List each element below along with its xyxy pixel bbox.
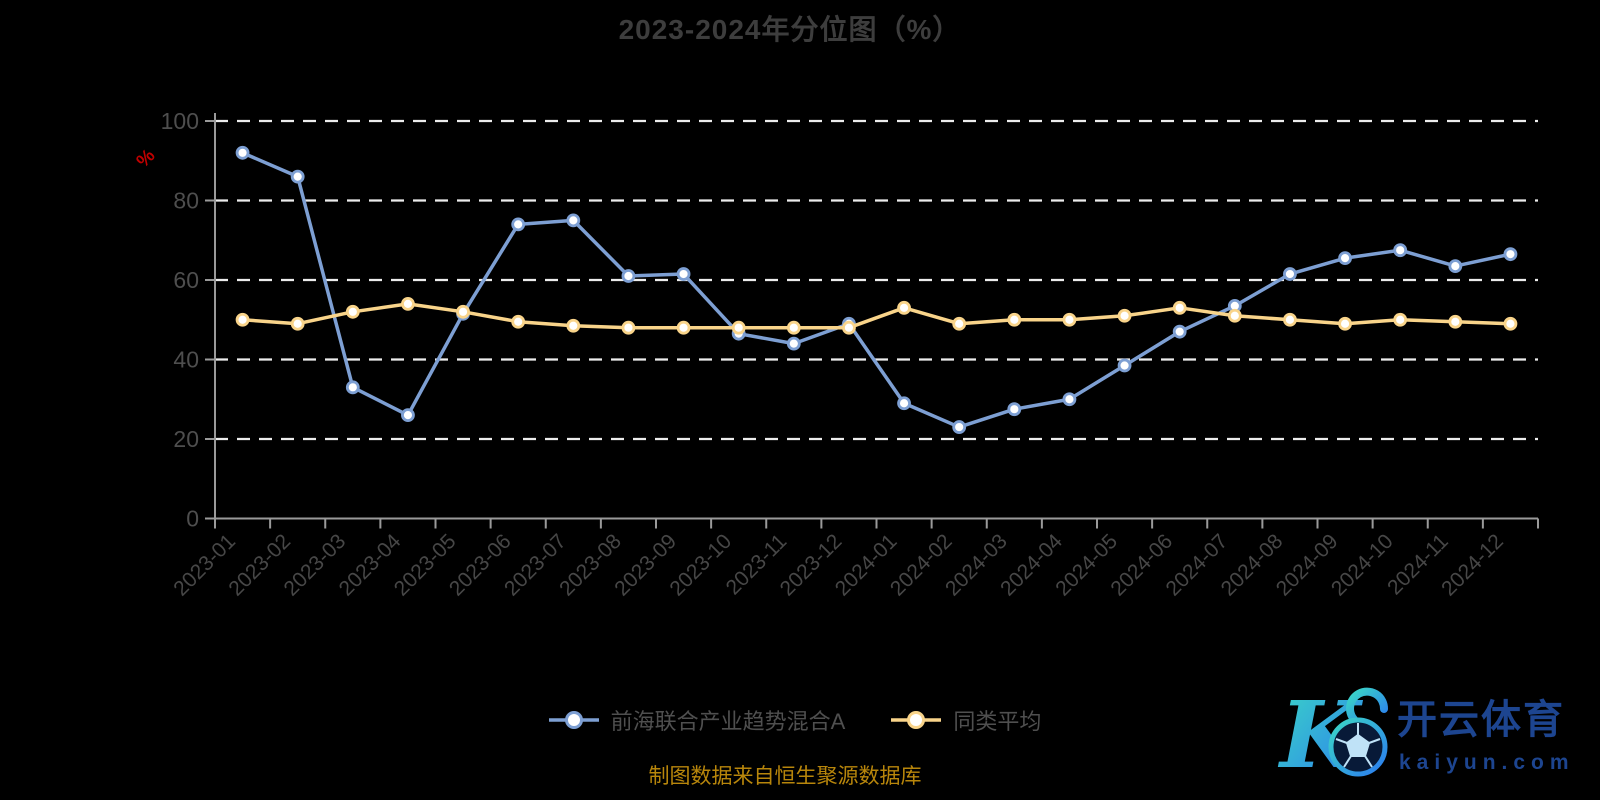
svg-text:0: 0 [186, 506, 199, 532]
soccer-ball-icon [1328, 717, 1388, 777]
svg-text:60: 60 [173, 267, 199, 293]
brand-domain-text: kaiyun.com [1399, 751, 1572, 774]
svg-text:100: 100 [161, 108, 199, 134]
svg-text:2023-10: 2023-10 [665, 530, 736, 601]
kaiyun-logo[interactable]: K 开云体育 kaiyun.com [1272, 671, 1572, 789]
chart-legend: 前海联合产业趋势混合A 同类平均 [0, 704, 1590, 736]
line-marker-icon [548, 711, 599, 729]
legend-item-fund[interactable]: 前海联合产业趋势混合A [548, 704, 846, 736]
svg-text:80: 80 [173, 188, 199, 214]
line-marker-icon [891, 711, 942, 729]
legend-label-peer-average: 同类平均 [953, 709, 1042, 734]
brand-name-text: 开云体育 [1397, 698, 1565, 742]
svg-text:20: 20 [173, 426, 199, 452]
data-source-note: 制图数据来自恒生聚源数据库 [648, 765, 922, 788]
svg-text:2024-10: 2024-10 [1327, 530, 1398, 601]
legend-label-fund: 前海联合产业趋势混合A [610, 709, 846, 734]
svg-text:40: 40 [173, 347, 199, 373]
svg-text:2024-12: 2024-12 [1437, 530, 1508, 601]
swirl-icon [1346, 687, 1389, 727]
legend-item-peer-average[interactable]: 同类平均 [891, 704, 1041, 736]
chart-title: 2023-2024年分位图（%） [618, 14, 962, 45]
line-chart: 0204060801002023-012023-022023-032023-04… [161, 108, 1539, 601]
